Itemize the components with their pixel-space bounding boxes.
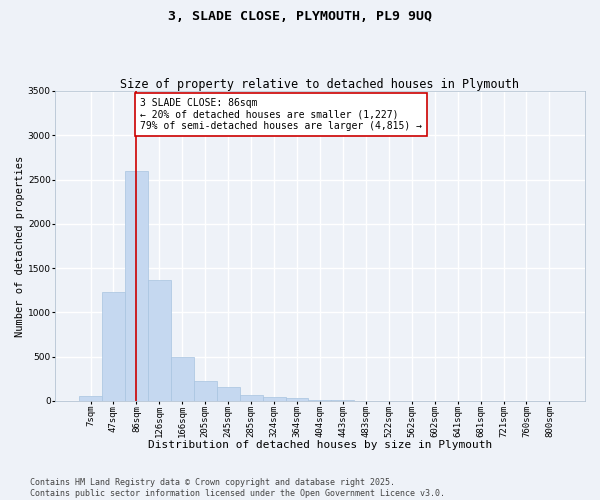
Title: Size of property relative to detached houses in Plymouth: Size of property relative to detached ho… bbox=[121, 78, 520, 91]
X-axis label: Distribution of detached houses by size in Plymouth: Distribution of detached houses by size … bbox=[148, 440, 492, 450]
Bar bbox=[239, 394, 263, 401]
Bar bbox=[286, 398, 308, 401]
Y-axis label: Number of detached properties: Number of detached properties bbox=[15, 156, 25, 336]
Bar bbox=[125, 170, 148, 401]
Bar bbox=[308, 400, 331, 401]
Bar bbox=[217, 386, 239, 401]
Bar bbox=[148, 280, 171, 401]
Bar bbox=[263, 398, 286, 401]
Bar bbox=[171, 358, 194, 401]
Text: Contains HM Land Registry data © Crown copyright and database right 2025.
Contai: Contains HM Land Registry data © Crown c… bbox=[30, 478, 445, 498]
Bar bbox=[194, 382, 217, 401]
Bar bbox=[102, 292, 125, 401]
Text: 3 SLADE CLOSE: 86sqm
← 20% of detached houses are smaller (1,227)
79% of semi-de: 3 SLADE CLOSE: 86sqm ← 20% of detached h… bbox=[140, 98, 422, 132]
Bar bbox=[79, 396, 102, 401]
Text: 3, SLADE CLOSE, PLYMOUTH, PL9 9UQ: 3, SLADE CLOSE, PLYMOUTH, PL9 9UQ bbox=[168, 10, 432, 23]
